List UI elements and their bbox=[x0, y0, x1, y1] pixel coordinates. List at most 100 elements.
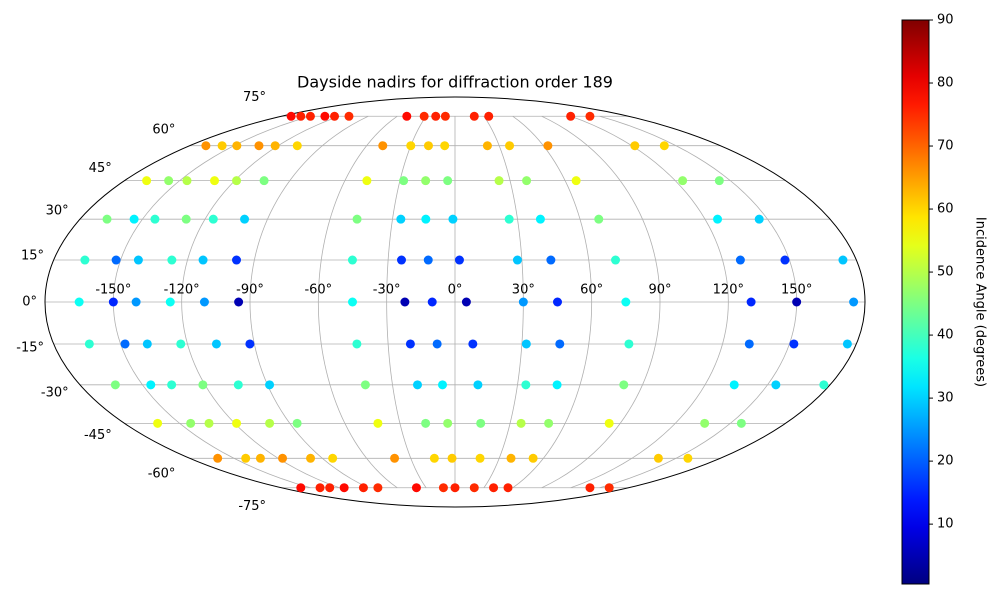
nadir-point bbox=[373, 483, 383, 493]
lon-tick-label: 120° bbox=[713, 283, 744, 298]
nadir-point bbox=[133, 255, 143, 265]
meridian-grid-line bbox=[317, 115, 398, 489]
nadir-point bbox=[211, 339, 221, 349]
nadir-point bbox=[619, 380, 629, 390]
nadir-point bbox=[232, 141, 242, 151]
nadir-point bbox=[469, 483, 479, 493]
nadir-point bbox=[278, 453, 288, 463]
nadir-point bbox=[399, 176, 409, 186]
nadir-point bbox=[150, 214, 160, 224]
nadir-point bbox=[624, 339, 634, 349]
colorbar-tick-label: 80 bbox=[937, 76, 954, 91]
nadir-point bbox=[213, 453, 223, 463]
nadir-point bbox=[819, 380, 829, 390]
nadir-point bbox=[142, 176, 152, 186]
nadir-point bbox=[320, 111, 330, 121]
nadir-point bbox=[232, 418, 242, 428]
colorbar-tick-label: 20 bbox=[937, 454, 954, 469]
nadir-point bbox=[553, 297, 562, 307]
nadir-point bbox=[621, 297, 631, 307]
nadir-point bbox=[245, 339, 255, 349]
nadir-point bbox=[504, 214, 514, 224]
nadir-point bbox=[80, 255, 90, 265]
meridian-grid-line bbox=[570, 115, 729, 489]
nadir-point bbox=[506, 453, 516, 463]
nadir-point bbox=[182, 176, 192, 186]
nadir-point bbox=[362, 176, 372, 186]
nadir-point bbox=[412, 380, 422, 390]
nadir-point bbox=[164, 176, 174, 186]
nadir-point bbox=[735, 255, 745, 265]
lat-tick-label: 30° bbox=[46, 203, 69, 218]
nadir-point bbox=[208, 214, 218, 224]
nadir-point bbox=[396, 214, 406, 224]
nadir-point bbox=[352, 339, 362, 349]
nadir-point bbox=[306, 453, 316, 463]
colorbar: 10 20 30 40 50 60 70 80 90 bbox=[901, 13, 954, 585]
colorbar-tick-label: 40 bbox=[937, 328, 954, 343]
nadir-point bbox=[522, 176, 532, 186]
nadir-point bbox=[402, 111, 412, 121]
nadir-point bbox=[450, 483, 460, 493]
nadir-point bbox=[204, 418, 214, 428]
lat-tick-label: 15° bbox=[21, 248, 44, 263]
nadir-point bbox=[111, 255, 121, 265]
lat-tick-label: -60° bbox=[148, 466, 176, 481]
colorbar-scale bbox=[901, 19, 930, 585]
nadir-point bbox=[746, 297, 756, 307]
nadir-point bbox=[120, 339, 130, 349]
nadir-point bbox=[659, 141, 669, 151]
colorbar-label: Incidence Angle (degrees) bbox=[973, 217, 988, 387]
chart-title: Dayside nadirs for diffraction order 189 bbox=[297, 73, 613, 92]
nadir-point bbox=[552, 380, 562, 390]
nadir-point bbox=[142, 339, 152, 349]
axis-labels: -75° -60° -45° -30° -15° 0° 15° 30° 45° 60° 75° -15… bbox=[16, 90, 812, 514]
lon-tick-label: -30° bbox=[373, 283, 401, 298]
scatter-points bbox=[74, 111, 859, 493]
nadir-point bbox=[544, 418, 554, 428]
nadir-point bbox=[108, 297, 118, 307]
nadir-point bbox=[431, 111, 441, 121]
nadir-point bbox=[270, 141, 280, 151]
lat-tick-label: 60° bbox=[152, 123, 175, 138]
nadir-point bbox=[754, 214, 764, 224]
nadir-point bbox=[729, 380, 739, 390]
nadir-point bbox=[700, 418, 710, 428]
nadir-point bbox=[838, 255, 848, 265]
nadir-point bbox=[232, 176, 242, 186]
nadir-point bbox=[789, 339, 799, 349]
nadir-point bbox=[296, 111, 306, 121]
nadir-point bbox=[475, 453, 485, 463]
nadir-point bbox=[199, 297, 209, 307]
lat-tick-label: 45° bbox=[89, 161, 112, 176]
nadir-point bbox=[292, 141, 302, 151]
lat-tick-label: -45° bbox=[84, 428, 112, 443]
nadir-point bbox=[411, 483, 421, 493]
nadir-point bbox=[198, 380, 208, 390]
nadir-point bbox=[736, 418, 746, 428]
nadir-point bbox=[440, 141, 450, 151]
lon-tick-label: 0° bbox=[448, 283, 463, 298]
nadir-point bbox=[84, 339, 94, 349]
nadir-point bbox=[611, 255, 621, 265]
nadir-point bbox=[419, 111, 429, 121]
nadir-point bbox=[512, 255, 522, 265]
nadir-point bbox=[378, 141, 388, 151]
nadir-point bbox=[406, 141, 416, 151]
nadir-point bbox=[217, 141, 227, 151]
nadir-point bbox=[153, 418, 163, 428]
nadir-point bbox=[210, 176, 220, 186]
nadir-point bbox=[339, 483, 349, 493]
nadir-point bbox=[714, 176, 724, 186]
nadir-point bbox=[521, 380, 531, 390]
nadir-point bbox=[265, 418, 275, 428]
nadir-point bbox=[74, 297, 84, 307]
meridian-grid-line bbox=[541, 115, 661, 489]
lat-tick-label: -30° bbox=[41, 386, 69, 401]
nadir-point bbox=[566, 111, 576, 121]
nadir-point bbox=[292, 418, 302, 428]
nadir-point bbox=[535, 214, 545, 224]
nadir-point bbox=[484, 111, 494, 121]
nadir-point bbox=[421, 214, 431, 224]
lon-tick-label: -90° bbox=[236, 283, 264, 298]
